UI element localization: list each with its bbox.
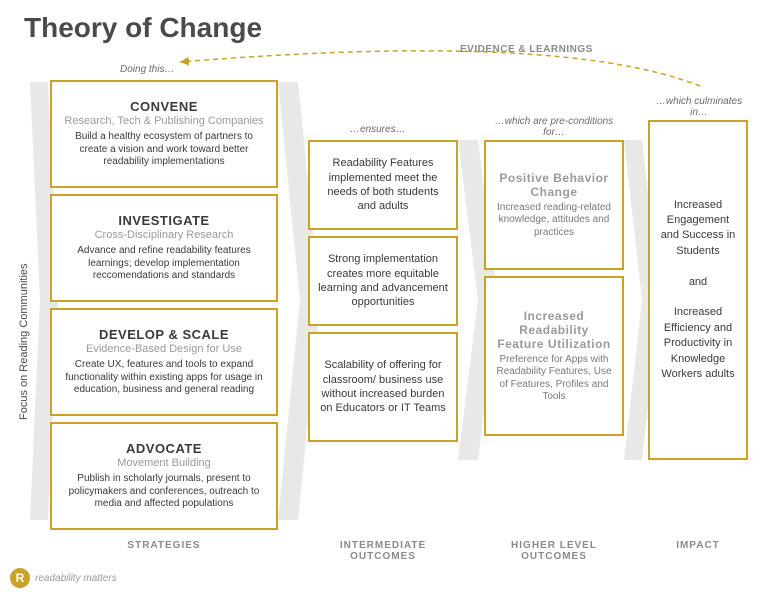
col3-header: …which are pre-conditions for… [494, 116, 614, 138]
box-body: Publish in scholarly journals, present t… [60, 473, 268, 511]
box-sub: Cross-Disciplinary Research [60, 229, 268, 242]
col1-footer: STRATEGIES [50, 540, 278, 551]
box-impact: Increased Engagement and Success in Stud… [648, 120, 748, 460]
col4-header: …which culminates in… [654, 96, 744, 118]
logo-text: readability matters [35, 573, 117, 584]
col4-footer: IMPACT [648, 540, 748, 551]
feedback-label: EVIDENCE & LEARNINGS [460, 44, 593, 55]
box-title: Positive Behavior Change [494, 171, 614, 199]
col1-header: Doing this… [120, 64, 174, 75]
box-title: Increased Readability Feature Utilizatio… [494, 309, 614, 351]
box-intermediate-1: Readability Features implemented meet th… [308, 140, 458, 230]
box-higher-1: Positive Behavior Change Increased readi… [484, 140, 624, 270]
box-convene: CONVENE Research, Tech & Publishing Comp… [50, 80, 278, 188]
box-title: CONVENE [60, 99, 268, 114]
box-develop: DEVELOP & SCALE Evidence-Based Design fo… [50, 308, 278, 416]
col3-footer: HIGHER LEVEL OUTCOMES [484, 540, 624, 562]
box-investigate: INVESTIGATE Cross-Disciplinary Research … [50, 194, 278, 302]
strategies-column: CONVENE Research, Tech & Publishing Comp… [50, 80, 278, 530]
box-body: Preference for Apps with Readability Fea… [494, 354, 614, 404]
box-intermediate-2: Strong implementation creates more equit… [308, 236, 458, 326]
box-body: Advance and refine readability features … [60, 245, 268, 283]
col2-footer: INTERMEDIATE OUTCOMES [308, 540, 458, 562]
box-higher-2: Increased Readability Feature Utilizatio… [484, 276, 624, 436]
col2-header: …ensures… [350, 124, 406, 135]
box-title: INVESTIGATE [60, 213, 268, 228]
box-title: ADVOCATE [60, 441, 268, 456]
logo: R readability matters [10, 568, 117, 588]
page-title: Theory of Change [24, 12, 262, 44]
intermediate-column: Readability Features implemented meet th… [308, 140, 458, 442]
box-sub: Movement Building [60, 457, 268, 470]
box-intermediate-3: Scalability of offering for classroom/ b… [308, 332, 458, 442]
box-sub: Research, Tech & Publishing Companies [60, 115, 268, 128]
logo-icon: R [10, 568, 30, 588]
box-body: Create UX, features and tools to expand … [60, 359, 268, 397]
box-title: DEVELOP & SCALE [60, 327, 268, 342]
box-advocate: ADVOCATE Movement Building Publish in sc… [50, 422, 278, 530]
impact-column: Increased Engagement and Success in Stud… [648, 120, 748, 460]
box-sub: Evidence-Based Design for Use [60, 343, 268, 356]
higher-column: Positive Behavior Change Increased readi… [484, 140, 624, 436]
vertical-label: Focus on Reading Communities [18, 263, 30, 420]
box-body: Increased reading-related knowledge, att… [494, 202, 614, 240]
box-body: Build a healthy ecosystem of partners to… [60, 131, 268, 169]
